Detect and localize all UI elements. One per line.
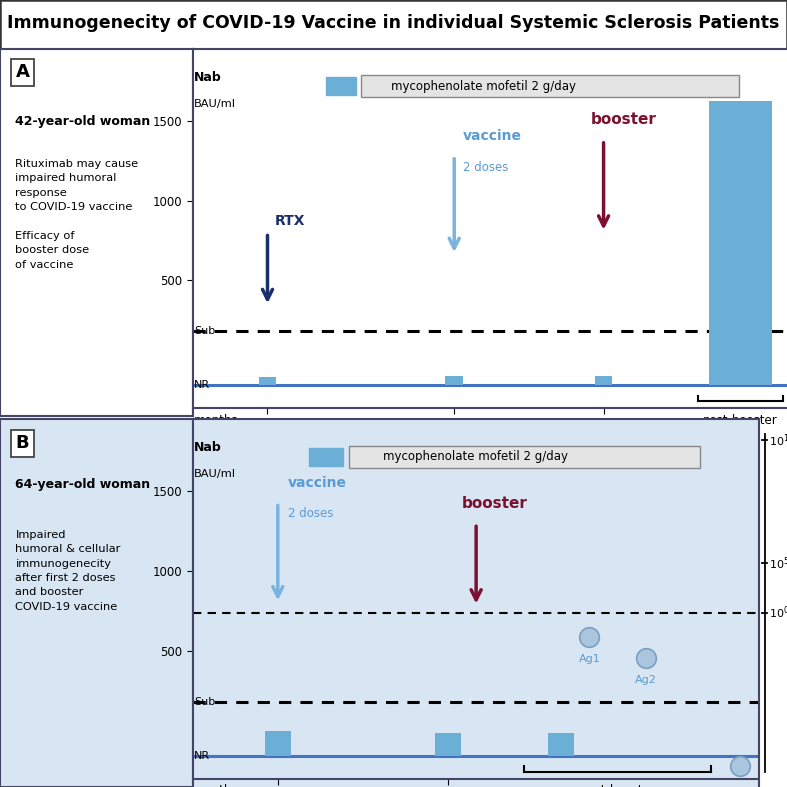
Text: RTX: RTX — [275, 214, 305, 227]
Text: Sub: Sub — [194, 696, 216, 707]
Text: 2 doses: 2 doses — [463, 161, 508, 174]
Text: NR: NR — [194, 380, 210, 390]
Text: $10^{10}$: $10^{10}$ — [769, 432, 787, 449]
Point — [640, 652, 652, 664]
Text: Rituximab may cause
impaired humoral
response
to COVID-19 vaccine

Efficacy of
b: Rituximab may cause impaired humoral res… — [16, 159, 139, 270]
Text: Ag1: Ag1 — [578, 654, 600, 664]
Point — [583, 630, 596, 643]
Text: Impaired
humoral & cellular
immunogenecity
after first 2 doses
and booster
COVID: Impaired humoral & cellular immunogeneci… — [16, 530, 120, 611]
Point — [733, 760, 746, 773]
Text: months: months — [194, 413, 238, 427]
Bar — [259, 377, 276, 385]
Text: A: A — [16, 64, 29, 82]
Text: Nab: Nab — [194, 71, 222, 83]
Text: months: months — [194, 784, 238, 787]
Text: post-booster: post-booster — [703, 413, 778, 427]
Text: booster: booster — [462, 496, 528, 511]
Text: B: B — [16, 434, 29, 453]
Text: BAU/ml: BAU/ml — [194, 98, 236, 109]
Text: NR: NR — [194, 751, 210, 761]
Bar — [445, 375, 463, 385]
Text: Nab: Nab — [194, 442, 222, 454]
Bar — [709, 101, 771, 385]
Text: Ag2: Ag2 — [635, 675, 657, 685]
Bar — [595, 376, 612, 385]
Text: mycophenolate mofetil 2 g/day: mycophenolate mofetil 2 g/day — [391, 79, 576, 93]
FancyBboxPatch shape — [349, 445, 700, 468]
Text: Immunogenecity of COVID-19 Vaccine in individual Systemic Sclerosis Patients: Immunogenecity of COVID-19 Vaccine in in… — [7, 14, 780, 32]
Text: 2 doses: 2 doses — [288, 508, 333, 520]
Text: 42-year-old woman: 42-year-old woman — [16, 115, 150, 128]
Text: vaccine: vaccine — [288, 476, 347, 490]
Bar — [265, 731, 290, 756]
Bar — [327, 77, 357, 95]
Text: $10^{5}$: $10^{5}$ — [769, 555, 787, 571]
Text: Sub: Sub — [194, 326, 216, 336]
Text: post-booster: post-booster — [581, 784, 655, 787]
Text: BAU/ml: BAU/ml — [194, 469, 236, 479]
Text: vaccine: vaccine — [463, 129, 522, 143]
FancyBboxPatch shape — [361, 75, 739, 98]
Text: booster: booster — [591, 112, 657, 127]
Text: 64-year-old woman: 64-year-old woman — [16, 478, 150, 491]
Text: mycophenolate mofetil 2 g/day: mycophenolate mofetil 2 g/day — [382, 450, 567, 464]
Bar — [435, 733, 460, 756]
Bar — [309, 448, 343, 466]
Bar — [549, 733, 574, 756]
Text: $10^{0}$: $10^{0}$ — [769, 604, 787, 621]
